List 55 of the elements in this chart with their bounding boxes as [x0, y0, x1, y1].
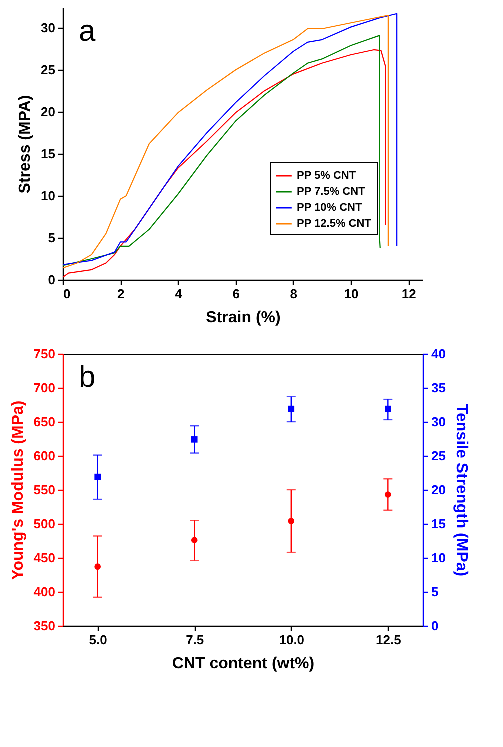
x-axis-title: CNT content (wt%): [172, 656, 315, 672]
x-tick-label: 6: [232, 286, 240, 302]
point: [288, 518, 295, 524]
legend-label: PP 10% CNT: [297, 202, 362, 214]
point: [288, 406, 295, 412]
y-tick-label: 500: [34, 516, 56, 532]
y2-tick-label: 40: [432, 346, 446, 362]
x-tick-label: 7.5: [186, 632, 204, 648]
annotation: b: [79, 361, 96, 394]
y-tick-label: 0: [48, 272, 56, 288]
y-tick-label: 450: [34, 550, 56, 566]
y2-tick-label: 10: [432, 550, 446, 566]
y-tick-label: 600: [34, 448, 56, 464]
x-tick-label: 2: [117, 286, 125, 302]
y-tick-label: 700: [34, 380, 56, 396]
y2-axis-title: Tensile Strength (MPa): [452, 404, 470, 577]
annotation: a: [79, 15, 96, 48]
y-tick-label: 20: [41, 104, 56, 120]
y-tick-label: 650: [34, 414, 56, 430]
point: [94, 474, 101, 480]
x-tick-label: 0: [64, 286, 71, 302]
y2-tick-label: 35: [432, 380, 446, 396]
y2-tick-label: 30: [432, 414, 446, 430]
y-tick-label: 350: [34, 618, 56, 634]
y2-tick-label: 20: [432, 482, 446, 498]
point: [191, 537, 198, 544]
legend-label: PP 12.5% CNT: [297, 218, 372, 230]
x-tick-label: 8: [290, 286, 298, 302]
x-axis-title: Strain (%): [206, 310, 281, 326]
point: [191, 436, 198, 443]
y2-tick-label: 5: [432, 584, 439, 600]
y-axis-title: Stress (MPA): [17, 95, 34, 194]
y-tick-label: 550: [34, 482, 56, 498]
x-tick-label: 12.5: [376, 632, 402, 648]
point: [94, 564, 101, 570]
y-axis-title: Young's Modulus (MPa): [10, 400, 27, 580]
y-tick-label: 750: [34, 346, 56, 362]
x-tick-label: 5.0: [89, 632, 108, 648]
y2-tick-label: 25: [432, 448, 446, 464]
y-tick-label: 25: [41, 62, 56, 78]
x-tick-label: 10: [344, 286, 359, 302]
y-tick-label: 30: [41, 20, 56, 36]
y2-tick-label: 0: [432, 618, 439, 634]
y-tick-label: 15: [41, 146, 56, 162]
y2-tick-label: 15: [432, 516, 446, 532]
y-tick-label: 5: [48, 230, 56, 246]
legend-label: PP 7.5% CNT: [297, 186, 366, 198]
x-tick-label: 12: [402, 286, 416, 302]
x-tick-label: 4: [175, 286, 184, 302]
point: [385, 492, 392, 498]
legend-label: PP 5% CNT: [297, 170, 356, 182]
point: [385, 406, 392, 412]
y-tick-label: 400: [34, 584, 56, 600]
x-tick-label: 10.0: [279, 632, 305, 648]
y-tick-label: 10: [41, 188, 56, 204]
